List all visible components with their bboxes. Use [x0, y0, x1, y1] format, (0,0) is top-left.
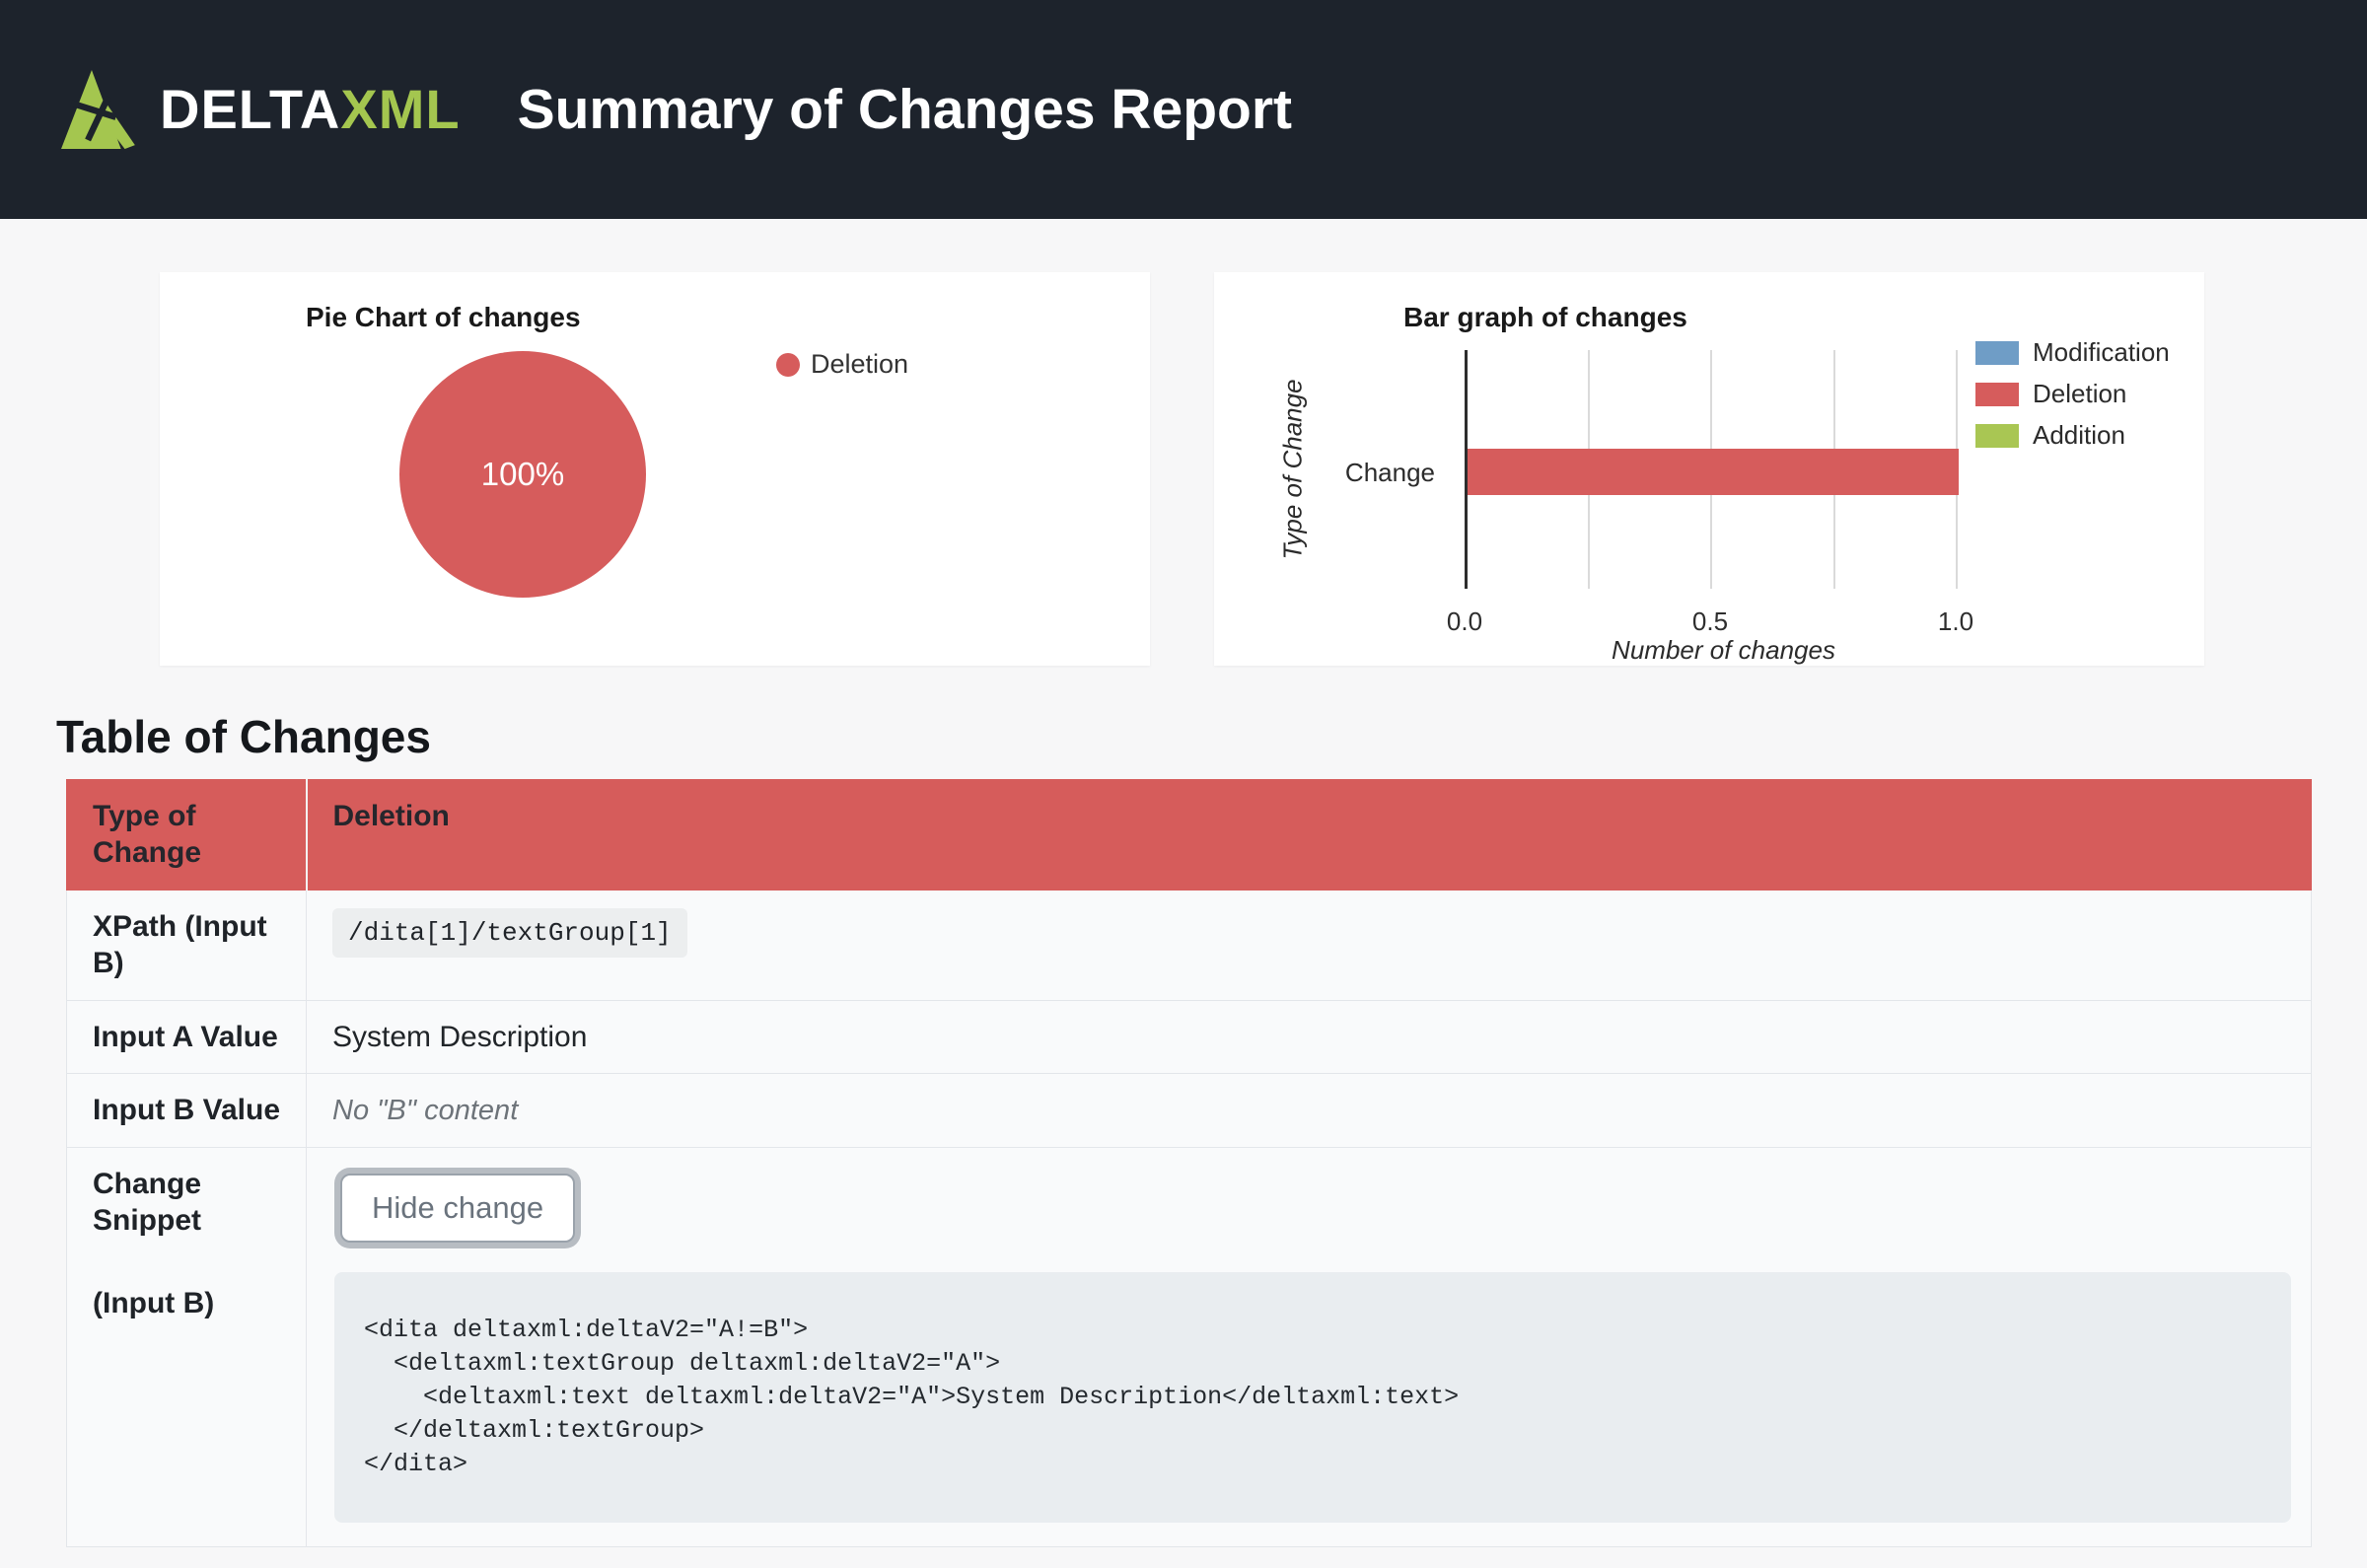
delta-triangle-icon [61, 70, 140, 149]
brand-xml: XML [340, 78, 461, 140]
change-snippet-label: Change Snippet [93, 1167, 202, 1238]
bar-chart-panel: Bar graph of changes Type of Change Chan… [1214, 272, 2204, 666]
legend-label: Addition [2033, 420, 2125, 450]
legend-label: Deletion [811, 349, 909, 379]
charts-row: Pie Chart of changes 100% Deletion Bar g… [0, 219, 2367, 666]
input-b-label: Input B Value [66, 1073, 307, 1148]
legend-item: Addition [1975, 420, 2170, 451]
bar-deletion [1468, 449, 1959, 495]
header-change-type-value: Deletion [305, 778, 2312, 891]
xpath-value-cell: /dita[1]/textGroup[1] [306, 889, 2312, 1001]
app-header: DELTAXML Summary of Changes Report [0, 0, 2367, 219]
brand-delta: DELTA [160, 78, 341, 140]
change-snippet-label-cell: Change Snippet (Input B) [66, 1146, 307, 1547]
pie-chart-panel: Pie Chart of changes 100% Deletion [160, 272, 1150, 666]
table-row: XPath (Input B) /dita[1]/textGroup[1] [66, 889, 2312, 1001]
legend-label: Deletion [2033, 379, 2127, 408]
deltaxml-logo: DELTAXML [61, 70, 461, 149]
legend-label: Modification [2033, 337, 2170, 367]
table-header-row: Type of Change Deletion [66, 778, 2312, 891]
y-axis-label: Type of Change [1277, 379, 1308, 560]
table-row: Input A Value System Description [66, 999, 2312, 1075]
legend-swatch-icon [1975, 382, 2019, 406]
input-b-value-cell: No "B" content [306, 1073, 2312, 1148]
pie-chart-title: Pie Chart of changes [306, 302, 581, 332]
brand-wordmark: DELTAXML [160, 82, 461, 137]
xpath-value: /dita[1]/textGroup[1] [332, 907, 687, 959]
pie-legend: Deletion [776, 349, 908, 380]
legend-swatch-icon [1975, 423, 2019, 448]
change-snippet-value-cell: Hide change <dita deltaxml:deltaV2="A!=B… [306, 1146, 2312, 1547]
y-axis-line [1465, 350, 1468, 589]
bar-chart-title: Bar graph of changes [1403, 302, 1687, 332]
table-heading: Table of Changes [56, 711, 431, 762]
legend-dot-icon [776, 352, 800, 377]
legend-item: Modification [1975, 337, 2170, 368]
x-axis-label: Number of changes [1612, 635, 1835, 665]
header-type-of-change: Type of Change [66, 778, 307, 891]
input-a-value: System Description [306, 999, 2312, 1075]
bar-plot [1465, 350, 1982, 589]
xpath-label: XPath (Input B) [66, 889, 307, 1001]
pie-percentage-label: 100% [480, 456, 565, 492]
category-label: Change [1344, 458, 1435, 487]
input-a-label: Input A Value [66, 999, 307, 1075]
input-b-value: No "B" content [332, 1095, 519, 1127]
bar-legend: Modification Deletion Addition [1975, 337, 2170, 451]
table-row: Input B Value No "B" content [66, 1073, 2312, 1148]
x-tick-label: 1.0 [1937, 606, 1974, 636]
pie-legend-item: Deletion [776, 349, 908, 380]
legend-swatch-icon [1975, 340, 2019, 365]
change-snippet-code: <dita deltaxml:deltaV2="A!=B"> <deltaxml… [334, 1271, 2291, 1523]
page-title: Summary of Changes Report [517, 77, 1293, 141]
changes-table: Type of Change Deletion XPath (Input B) … [66, 778, 2312, 1547]
legend-item: Deletion [1975, 379, 2170, 409]
x-tick-label: 0.0 [1446, 606, 1483, 636]
pie-circle: 100% [399, 351, 646, 598]
table-row: Change Snippet (Input B) Hide change <di… [66, 1146, 2312, 1547]
x-tick-label: 0.5 [1691, 606, 1729, 636]
change-snippet-input-b-label: (Input B) [93, 1286, 215, 1319]
hide-change-button[interactable]: Hide change [340, 1173, 576, 1243]
